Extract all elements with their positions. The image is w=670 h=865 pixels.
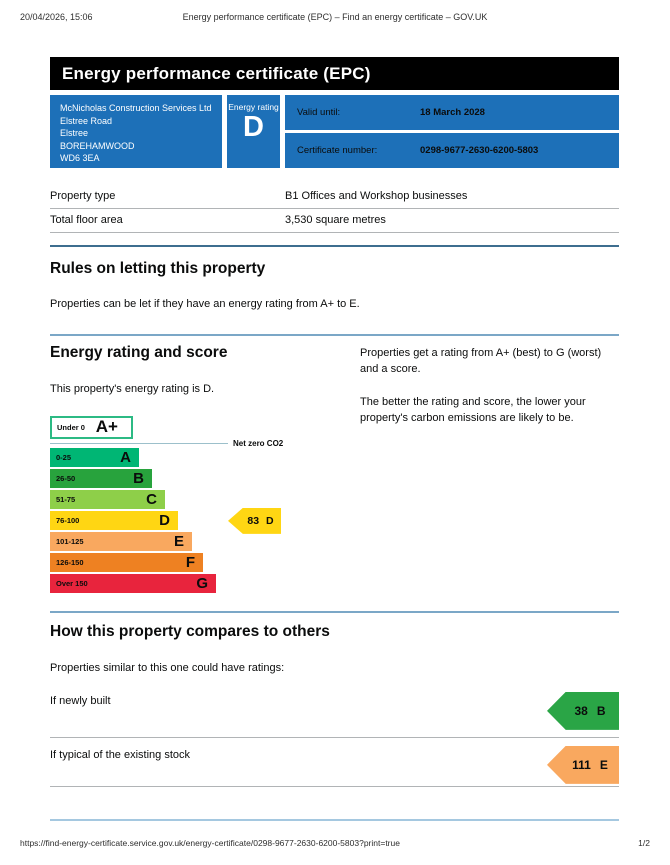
epc-title: Energy performance certificate (EPC): [62, 63, 371, 83]
rating-intro: This property's energy rating is D.: [50, 382, 215, 395]
print-page-title: Energy performance certificate (EPC) – F…: [182, 12, 488, 22]
epc-rating-chart: Under 0 A+ Net zero CO2 0-25 A 26-50 B 5…: [50, 415, 285, 593]
band-letter: A+: [95, 417, 118, 437]
valid-until-label: Valid until:: [297, 107, 341, 118]
compare-score: 111: [572, 757, 591, 772]
compare-band: B: [596, 703, 606, 718]
band-range-label: 0-25: [56, 452, 72, 462]
newly-built-rating-arrow: 38 B: [547, 691, 619, 730]
band-e: 101-125 E: [50, 531, 192, 551]
table-row: Total floor area 3,530 square metres: [50, 209, 619, 233]
floor-area-value: 3,530 square metres: [285, 214, 386, 226]
energy-rating-panel: Energy rating D: [227, 95, 280, 168]
floor-area-label: Total floor area: [50, 214, 123, 226]
validity-panel: Valid until: 18 March 2028 Certificate n…: [285, 95, 619, 168]
page-number: 1/2: [638, 838, 650, 848]
compare-row-label: If typical of the existing stock: [50, 748, 191, 761]
band-range-label: 126-150: [56, 557, 84, 567]
rules-heading: Rules on letting this property: [50, 260, 266, 277]
band-c: 51-75 C: [50, 489, 165, 509]
current-score: 83: [247, 514, 260, 527]
property-details-table: Property type B1 Offices and Workshop bu…: [50, 185, 619, 233]
address-line: WD6 3EA: [60, 153, 100, 164]
band-range-label: 76-100: [56, 515, 80, 525]
net-zero-marker: Net zero CO2: [50, 439, 285, 448]
energy-rating-label: Energy rating: [228, 102, 279, 112]
net-zero-label: Net zero CO2: [233, 438, 284, 448]
compare-row-newly-built: If newly built 38 B: [50, 687, 619, 738]
table-row: Property type B1 Offices and Workshop bu…: [50, 185, 619, 209]
rating-info-paragraph: Properties get a rating from A+ (best) t…: [360, 346, 602, 375]
compare-intro: Properties similar to this one could hav…: [50, 661, 285, 674]
band-range-label: Under 0: [57, 422, 85, 432]
current-band: D: [266, 514, 274, 527]
section-divider: [50, 610, 619, 613]
band-letter: A: [120, 448, 131, 466]
band-f: 126-150 F: [50, 552, 203, 572]
compare-score: 38: [574, 703, 588, 718]
address-line: Elstree Road: [60, 115, 113, 126]
existing-stock-rating-arrow: 111 E: [547, 745, 619, 784]
compare-band: E: [599, 757, 608, 772]
address-line: Elstree: [60, 128, 89, 139]
current-score-arrow: 83 D: [228, 507, 281, 534]
rating-chart-column: Energy rating and score This property's …: [50, 344, 360, 595]
band-range-label: 101-125: [56, 536, 84, 546]
certificate-number-label: Certificate number:: [297, 145, 378, 156]
address-line: McNicholas Construction Services Ltd: [60, 103, 212, 113]
rating-heading: Energy rating and score: [50, 343, 228, 361]
band-b: 26-50 B: [50, 468, 152, 488]
section-divider: [50, 818, 619, 821]
band-range-label: 51-75: [56, 494, 76, 504]
address-line: BOREHAMWOOD: [60, 140, 135, 151]
band-letter: C: [146, 490, 157, 508]
print-url: https://find-energy-certificate.service.…: [20, 838, 400, 848]
band-letter: B: [133, 469, 144, 487]
band-range-label: 26-50: [56, 473, 76, 483]
energy-rating-value: D: [243, 111, 264, 143]
band-g: Over 150 G: [50, 573, 216, 593]
rating-info-paragraph: The better the rating and score, the low…: [360, 395, 586, 424]
band-a: 0-25 A: [50, 447, 139, 467]
compare-heading: How this property compares to others: [50, 622, 330, 640]
rules-section: Rules on letting this property Propertie…: [50, 260, 619, 313]
certificate-number-row: Certificate number: 0298-9677-2630-6200-…: [285, 133, 619, 168]
epc-title-banner: Energy performance certificate (EPC): [50, 57, 619, 90]
property-address: McNicholas Construction Services Ltd Els…: [50, 95, 222, 168]
section-divider: [50, 333, 619, 336]
band-letter: D: [159, 511, 170, 529]
certificate-summary-box: McNicholas Construction Services Ltd Els…: [50, 95, 619, 168]
property-type-label: Property type: [50, 190, 116, 202]
valid-until-row: Valid until: 18 March 2028: [285, 95, 619, 130]
band-range-label: Over 150: [56, 578, 88, 588]
epc-document: Energy performance certificate (EPC) McN…: [50, 57, 619, 821]
band-letter: G: [196, 574, 208, 592]
energy-rating-section: Energy rating and score This property's …: [50, 344, 619, 595]
property-type-value: B1 Offices and Workshop businesses: [285, 190, 468, 202]
compare-row-label: If newly built: [50, 694, 111, 707]
net-zero-line: [50, 442, 228, 444]
valid-until-value: 18 March 2028: [420, 107, 485, 118]
rating-info-column: Properties get a rating from A+ (best) t…: [360, 344, 619, 595]
band-letter: F: [185, 553, 195, 571]
band-letter: E: [173, 532, 184, 550]
print-header: 20/04/2026, 15:06 Energy performance cer…: [20, 12, 650, 26]
rules-body: Properties can be let if they have an en…: [50, 298, 360, 310]
print-datetime: 20/04/2026, 15:06: [20, 12, 93, 22]
band-a-plus: Under 0 A+: [50, 415, 133, 439]
section-divider: [50, 245, 619, 247]
compare-section: How this property compares to others Pro…: [50, 623, 619, 787]
certificate-number-value: 0298-9677-2630-6200-5803: [420, 145, 539, 156]
band-d: 76-100 D 83 D: [50, 507, 281, 534]
compare-row-existing-stock: If typical of the existing stock 111 E: [50, 738, 619, 787]
